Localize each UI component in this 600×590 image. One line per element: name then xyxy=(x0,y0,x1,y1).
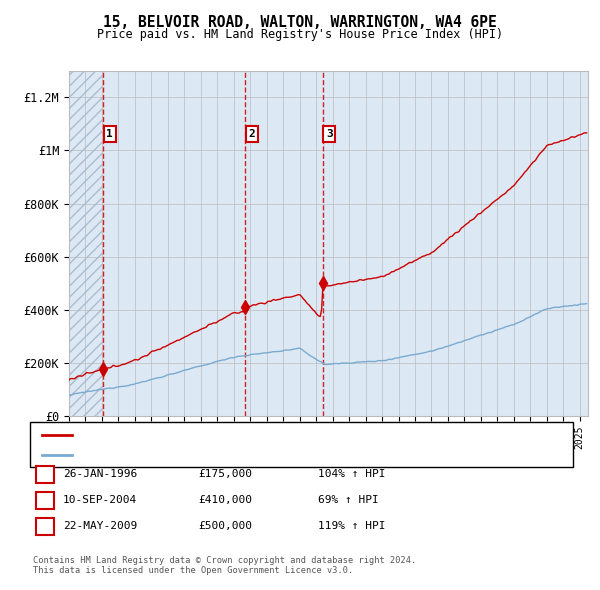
Text: 3: 3 xyxy=(326,129,332,139)
Text: 22-MAY-2009: 22-MAY-2009 xyxy=(63,522,137,531)
Text: £410,000: £410,000 xyxy=(198,496,252,505)
Text: 119% ↑ HPI: 119% ↑ HPI xyxy=(318,522,386,531)
Text: HPI: Average price, detached house, Warrington: HPI: Average price, detached house, Warr… xyxy=(79,450,355,460)
Text: Price paid vs. HM Land Registry's House Price Index (HPI): Price paid vs. HM Land Registry's House … xyxy=(97,28,503,41)
Text: 15, BELVOIR ROAD, WALTON, WARRINGTON, WA4 6PE: 15, BELVOIR ROAD, WALTON, WARRINGTON, WA… xyxy=(103,15,497,30)
Text: 3: 3 xyxy=(41,522,49,531)
Text: 10-SEP-2004: 10-SEP-2004 xyxy=(63,496,137,505)
Text: 1: 1 xyxy=(41,470,49,479)
Text: 104% ↑ HPI: 104% ↑ HPI xyxy=(318,470,386,479)
Text: £175,000: £175,000 xyxy=(198,470,252,479)
Text: 1: 1 xyxy=(106,129,113,139)
Text: £500,000: £500,000 xyxy=(198,522,252,531)
Text: 15, BELVOIR ROAD, WALTON, WARRINGTON, WA4 6PE (detached house): 15, BELVOIR ROAD, WALTON, WARRINGTON, WA… xyxy=(79,430,451,440)
Text: 2: 2 xyxy=(41,496,49,505)
Text: Contains HM Land Registry data © Crown copyright and database right 2024.
This d: Contains HM Land Registry data © Crown c… xyxy=(33,556,416,575)
Text: 2: 2 xyxy=(248,129,255,139)
Text: 69% ↑ HPI: 69% ↑ HPI xyxy=(318,496,379,505)
Text: 26-JAN-1996: 26-JAN-1996 xyxy=(63,470,137,479)
